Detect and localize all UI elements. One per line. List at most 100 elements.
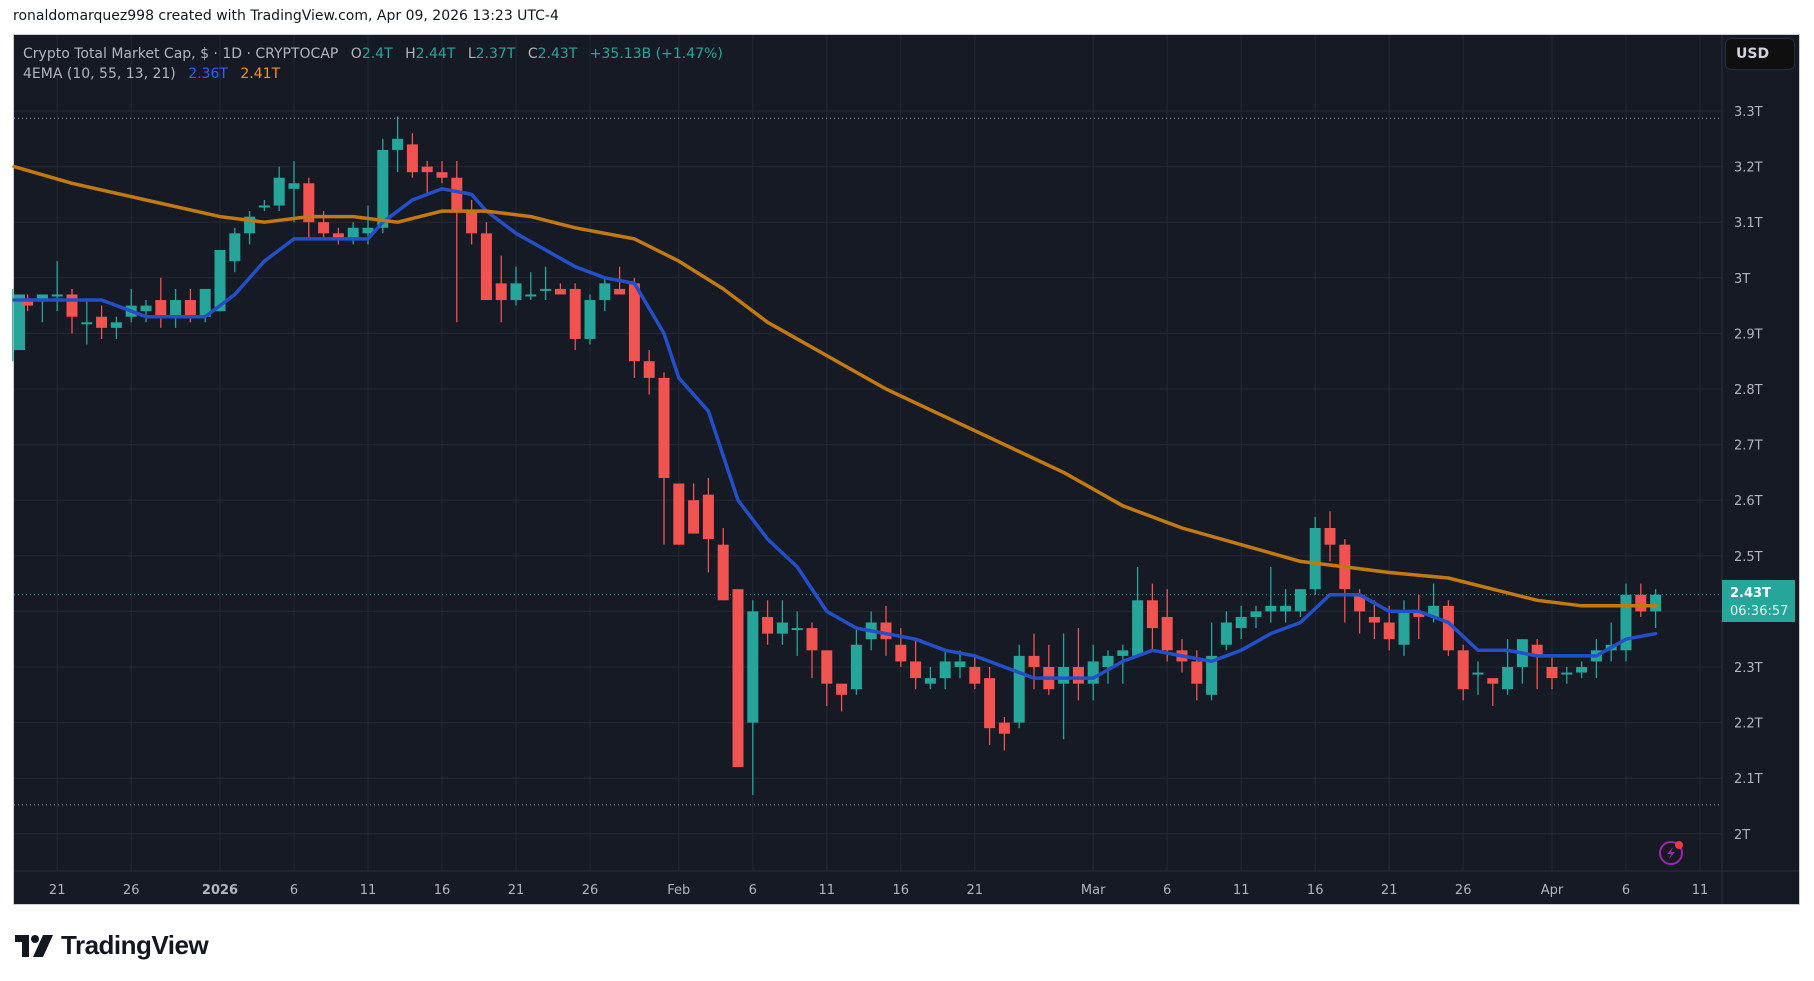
- time-tick-label: 11: [360, 883, 377, 898]
- candle: [1650, 589, 1662, 629]
- candle: [170, 288, 182, 328]
- tradingview-logo[interactable]: TradingView: [15, 930, 209, 961]
- candle: [1398, 600, 1410, 656]
- candle: [466, 199, 478, 245]
- candle: [984, 667, 996, 745]
- time-tick-label: Apr: [1541, 883, 1564, 898]
- candle: [806, 622, 818, 679]
- candle: [895, 628, 907, 667]
- candle: [1487, 678, 1499, 706]
- candle: [1472, 661, 1484, 695]
- candle: [1635, 583, 1647, 617]
- candle: [939, 650, 951, 690]
- time-tick-label: Mar: [1081, 883, 1106, 898]
- time-tick-label: 6: [1622, 883, 1630, 898]
- price-tick-label: 2.1T: [1734, 772, 1763, 787]
- candle: [1280, 589, 1292, 623]
- candle: [1339, 539, 1351, 623]
- candle: [258, 199, 270, 212]
- candle: [1235, 605, 1247, 640]
- time-tick-label: 26: [1455, 883, 1472, 898]
- open-label: O: [350, 46, 362, 62]
- candle: [1413, 594, 1425, 640]
- price-tick-label: 2.9T: [1734, 327, 1763, 342]
- axes: 3.3T 3.2T 3.1T 3T 2.9T 2.8T 2.7T 2.6T 2.5T 2.4T 2.…: [14, 35, 1799, 904]
- candle: [377, 138, 389, 234]
- symbol-legend-row: Crypto Total Market Cap, $ · 1D · CRYPTO…: [23, 44, 723, 64]
- candle: [1620, 583, 1632, 662]
- candle: [1220, 611, 1232, 651]
- candle: [347, 222, 359, 245]
- candle: [51, 261, 63, 312]
- chart-credit: ronaldomarquez998 created with TradingVi…: [13, 8, 559, 24]
- price-tick-label: 2.3T: [1734, 661, 1763, 676]
- alert-icon: [1659, 841, 1683, 865]
- time-tick-label: 21: [508, 883, 525, 898]
- ema-fast-value: 2.36T: [188, 66, 228, 82]
- candle: [1058, 633, 1070, 740]
- chart-frame[interactable]: [13, 34, 1800, 905]
- candle: [392, 116, 404, 173]
- time-tick-label: 11: [819, 883, 836, 898]
- candle: [1442, 600, 1454, 656]
- price-tick-label: 2.2T: [1734, 717, 1763, 732]
- bar-countdown: 06:36:57: [1730, 604, 1788, 619]
- ema-slow-value: 2.41T: [240, 66, 281, 82]
- candle: [1561, 667, 1573, 684]
- currency-button[interactable]: USD: [1725, 38, 1795, 70]
- candle: [480, 222, 492, 301]
- candle: [1576, 661, 1588, 679]
- candle: [1502, 639, 1514, 695]
- low-value: 2.37T: [475, 46, 516, 62]
- candle: [747, 600, 759, 795]
- candle: [1250, 605, 1262, 629]
- time-tick-label: 2026: [202, 883, 238, 898]
- time-tick-label: 16: [434, 883, 451, 898]
- change-value: +35.13B (+1.47%): [589, 46, 723, 62]
- tradingview-logo-icon: [15, 934, 53, 957]
- candle: [273, 166, 285, 212]
- price-tick-label: 2T: [1734, 828, 1750, 843]
- time-tick-label: 26: [582, 883, 599, 898]
- time-tick-label: 26: [123, 883, 140, 898]
- candle: [451, 161, 463, 323]
- candle: [1383, 605, 1395, 651]
- candles: [12, 116, 1662, 795]
- candle: [140, 300, 152, 323]
- candle: [969, 655, 981, 690]
- candle: [1457, 644, 1469, 701]
- time-tick-label: 6: [1163, 883, 1171, 898]
- candle: [1102, 650, 1114, 684]
- indicator-legend-row: 4EMA (10, 55, 13, 21) 2.36T 2.41T: [23, 64, 723, 84]
- symbol-title[interactable]: Crypto Total Market Cap, $ · 1D · CRYPTO…: [23, 46, 339, 62]
- low-label: L: [467, 46, 476, 62]
- candle: [332, 227, 344, 245]
- candle: [1028, 633, 1040, 690]
- high-label: H: [405, 46, 416, 62]
- candle: [1132, 566, 1144, 656]
- candle: [125, 288, 137, 323]
- price-tick-label: 2.7T: [1734, 439, 1763, 454]
- candle: [1117, 644, 1129, 684]
- candle: [762, 600, 774, 645]
- candle: [155, 277, 167, 328]
- candle: [1146, 583, 1158, 651]
- candle: [495, 255, 507, 323]
- time-tick-label: 21: [1381, 883, 1398, 898]
- candle: [954, 650, 966, 679]
- candle: [81, 300, 93, 345]
- candle: [525, 272, 537, 301]
- indicator-title[interactable]: 4EMA (10, 55, 13, 21): [23, 66, 176, 82]
- time-tick-label: Feb: [667, 883, 690, 898]
- candle: [1368, 600, 1380, 640]
- tradingview-logo-text: TradingView: [61, 930, 209, 960]
- price-tick-label: 2.8T: [1734, 383, 1763, 398]
- time-tick-label: 21: [49, 883, 66, 898]
- candle: [288, 161, 300, 223]
- candle: [880, 605, 892, 656]
- time-tick-label: 11: [1692, 883, 1709, 898]
- last-price-value: 2.43T: [1730, 586, 1771, 601]
- candle: [421, 161, 433, 195]
- price-tick-label: 3.2T: [1734, 161, 1763, 176]
